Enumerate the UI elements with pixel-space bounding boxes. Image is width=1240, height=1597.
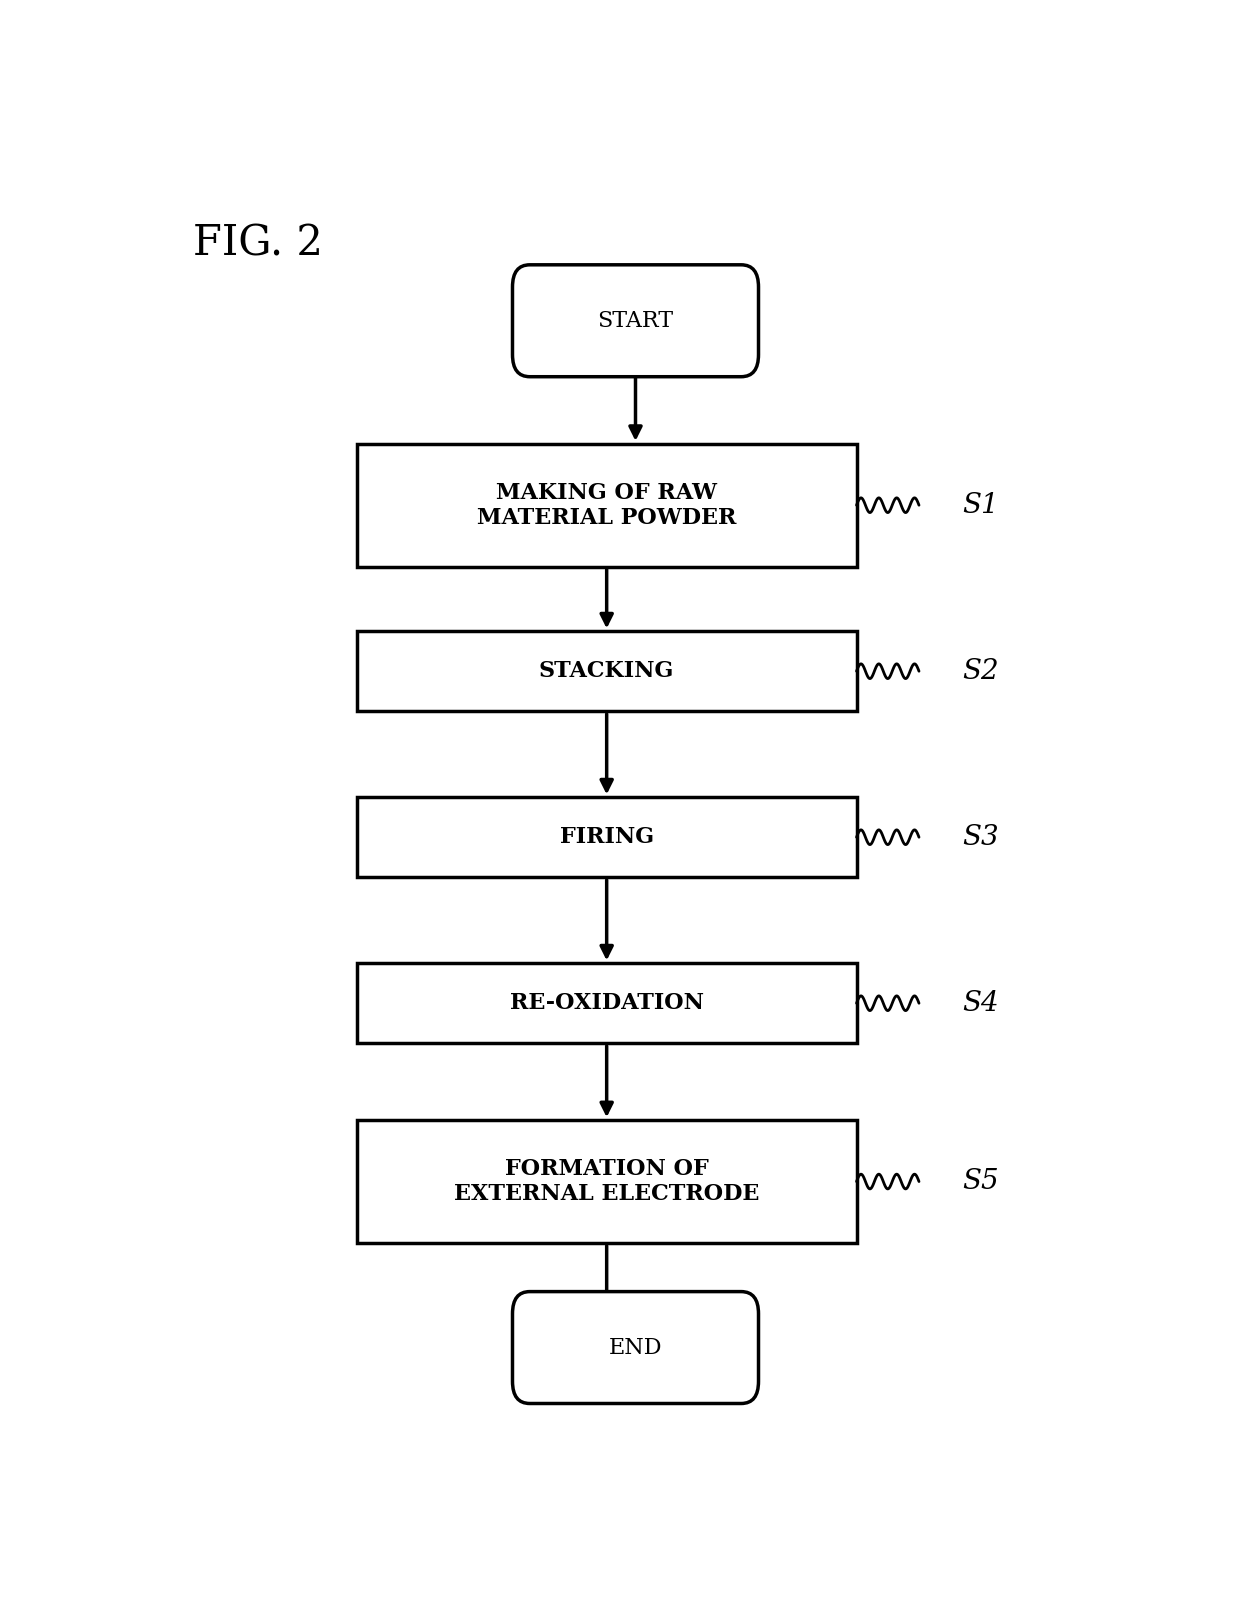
Text: MAKING OF RAW
MATERIAL POWDER: MAKING OF RAW MATERIAL POWDER bbox=[477, 482, 737, 529]
FancyBboxPatch shape bbox=[512, 1292, 759, 1404]
Bar bbox=[357, 444, 857, 567]
Text: S2: S2 bbox=[962, 658, 999, 685]
Text: RE-OXIDATION: RE-OXIDATION bbox=[510, 992, 703, 1014]
Text: S1: S1 bbox=[962, 492, 999, 519]
Bar bbox=[357, 797, 857, 877]
Bar bbox=[357, 631, 857, 711]
Bar bbox=[357, 1119, 857, 1242]
FancyBboxPatch shape bbox=[512, 265, 759, 377]
Text: FORMATION OF
EXTERNAL ELECTRODE: FORMATION OF EXTERNAL ELECTRODE bbox=[454, 1158, 759, 1206]
Bar bbox=[357, 963, 857, 1043]
Text: S3: S3 bbox=[962, 824, 999, 851]
Text: S4: S4 bbox=[962, 990, 999, 1017]
Text: STACKING: STACKING bbox=[539, 660, 675, 682]
Text: START: START bbox=[598, 310, 673, 332]
Text: END: END bbox=[609, 1337, 662, 1359]
Text: FIRING: FIRING bbox=[559, 826, 653, 848]
Text: FIG. 2: FIG. 2 bbox=[193, 222, 324, 265]
Text: S5: S5 bbox=[962, 1167, 999, 1195]
